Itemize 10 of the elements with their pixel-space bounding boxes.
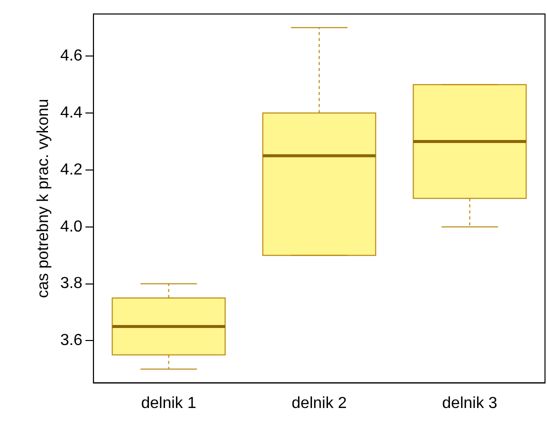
x-tick-label: delnik 1 <box>141 394 196 412</box>
y-tick-label: 4.0 <box>60 218 83 236</box>
y-tick-label: 4.2 <box>60 161 83 178</box>
x-tick-label: delnik 3 <box>442 394 498 412</box>
x-tick-label: delnik 2 <box>292 394 347 412</box>
y-tick-label: 4.4 <box>60 104 83 122</box>
y-tick-label: 4.6 <box>60 48 83 65</box>
y-tick-label: 3.8 <box>60 275 83 292</box>
y-axis-title: cas potrebny k prac. vykonu <box>35 98 52 298</box>
y-tick-label: 3.6 <box>60 332 83 350</box>
